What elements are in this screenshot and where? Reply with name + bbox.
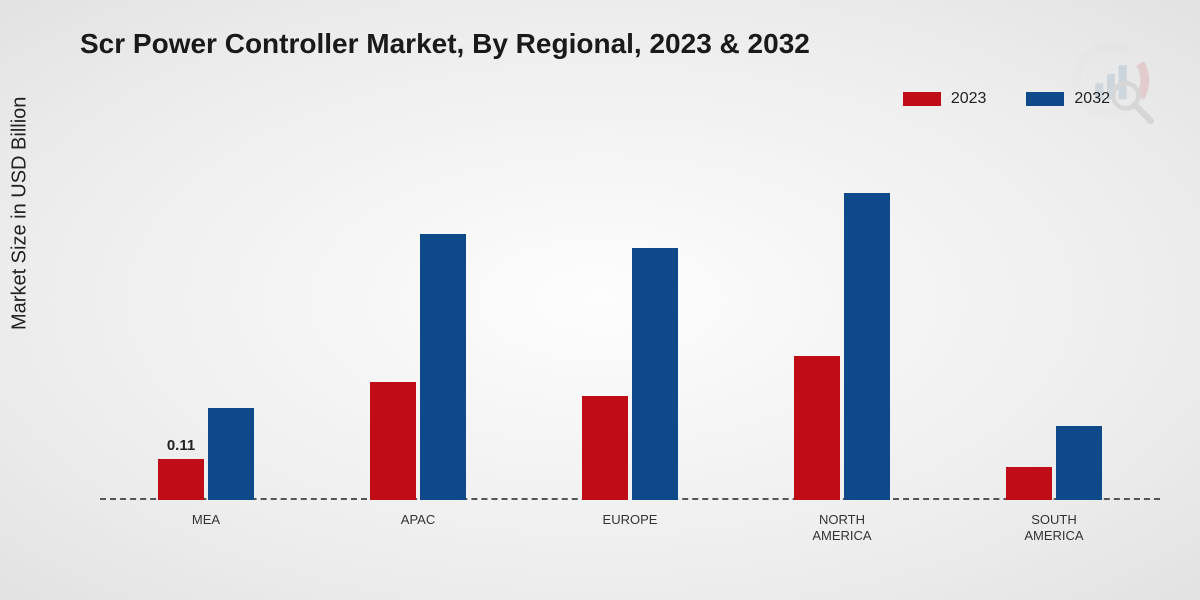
legend-item-2023: 2023 [903,90,987,108]
bar-group: 0.11 [158,130,254,500]
bar-2023 [370,382,416,500]
bar-group [582,130,678,500]
x-axis-label: MEA [156,512,256,545]
x-axis-label: APAC [368,512,468,545]
legend-swatch-2023 [903,92,941,106]
bar-groups: 0.11 [100,130,1160,500]
x-axis-labels: MEA APAC EUROPE NORTH AMERICA SOUTH AMERICA [100,512,1160,545]
bar-2023 [1006,467,1052,500]
legend-label-2032: 2032 [1074,90,1110,108]
bar-group [794,130,890,500]
legend-label-2023: 2023 [951,90,987,108]
plot-area: 0.11 [100,130,1160,500]
bar-2032 [1056,426,1102,500]
bar-2032 [632,248,678,500]
legend-item-2032: 2032 [1026,90,1110,108]
chart-title: Scr Power Controller Market, By Regional… [80,28,810,60]
x-axis-label: SOUTH AMERICA [1004,512,1104,545]
bar-2023 [794,356,840,500]
bar-2032 [208,408,254,501]
bar-group [1006,130,1102,500]
bar-group [370,130,466,500]
y-axis-label: Market Size in USD Billion [9,97,32,330]
bar-2032 [844,193,890,500]
bar-2032 [420,234,466,500]
legend: 2023 2032 [903,90,1110,108]
bar-2023 [582,396,628,500]
x-axis-label: NORTH AMERICA [792,512,892,545]
brand-watermark-icon [1070,40,1160,130]
bar-value-label: 0.11 [167,437,195,454]
legend-swatch-2032 [1026,92,1064,106]
x-axis-label: EUROPE [580,512,680,545]
bar-2023: 0.11 [158,459,204,500]
